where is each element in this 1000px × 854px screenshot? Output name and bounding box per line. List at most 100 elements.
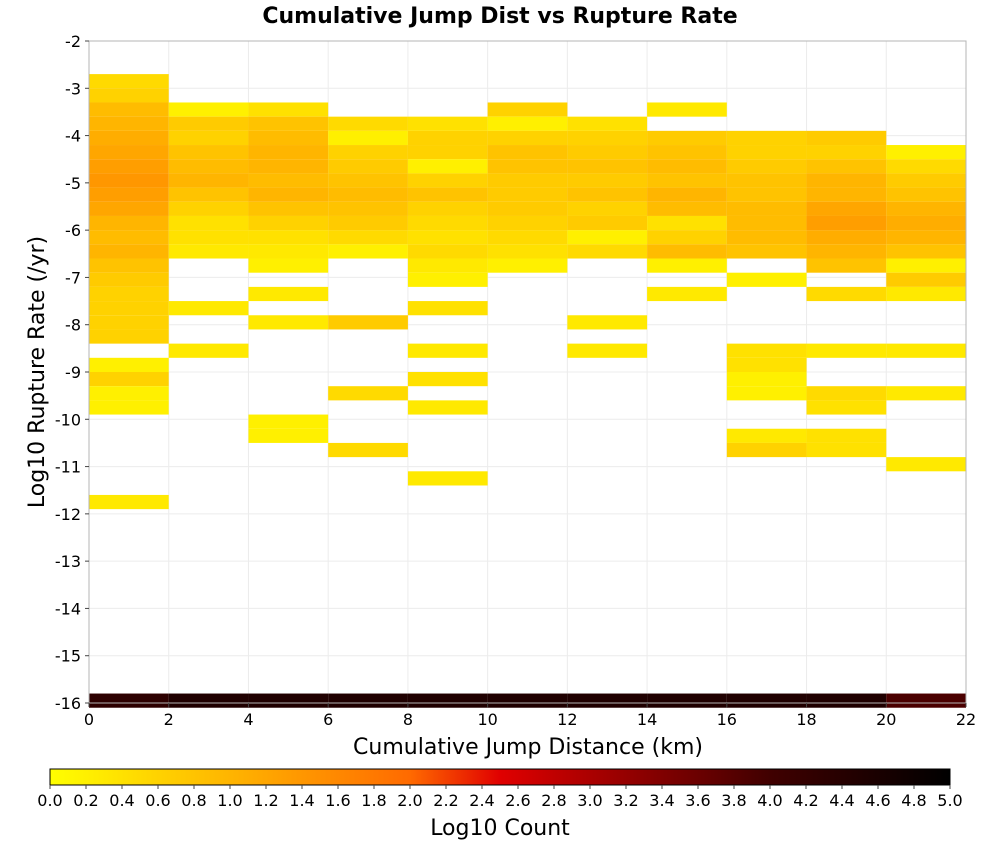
heatmap-cell [89,116,169,131]
heatmap-cell [89,201,169,216]
heatmap-cell [89,74,169,89]
x-tick-label: 10 [477,710,497,729]
heatmap-cell [248,116,329,131]
heatmap-cell [567,201,648,216]
heatmap-cell [726,428,807,443]
heatmap-cell [168,102,249,117]
heatmap-cell [806,130,887,146]
heatmap-cell [886,693,966,708]
heatmap-cell [89,693,169,708]
heatmap-cell [647,201,727,216]
y-tick-label: -2 [65,32,81,51]
colorbar-tick-label: 4.6 [865,791,890,810]
heatmap-cell [647,173,727,188]
heatmap-cell [806,693,887,708]
heatmap-cell [248,693,329,708]
x-tick-label: 6 [323,710,333,729]
heatmap-cell [89,494,169,510]
heatmap-cell [726,187,807,202]
heatmap-cells [89,74,966,708]
heatmap-cell [647,693,727,708]
heatmap-cell [168,244,249,259]
heatmap-cell [647,230,727,245]
heatmap-cell [168,173,249,188]
heatmap-cell [248,145,329,160]
colorbar-ticks: 0.0 0.2 0.4 0.6 0.8 1.0 1.2 1.4 1.6 1.8 2.0 2.2 2.4 2… [37,785,963,810]
y-axis-ticks: -2 -3 -4 -5 -6 -7 -8 -9 -10 -11 -12 -13 -14 -15 -16 [55,32,89,713]
y-tick-label: -16 [55,694,81,713]
colorbar-tick-label: 1.2 [253,791,278,810]
heatmap-cell [407,201,488,216]
colorbar-tick-label: 3.2 [613,791,638,810]
colorbar-tick-label: 1.0 [217,791,242,810]
heatmap-cell [726,201,807,216]
heatmap-cell [567,693,648,708]
y-tick-label: -7 [65,268,81,287]
heatmap-cell [647,159,727,174]
heatmap-cell [806,428,887,443]
heatmap-cell [886,159,966,174]
heatmap-cell [726,357,807,372]
y-tick-label: -4 [65,127,81,146]
heatmap-cell [407,159,488,174]
colorbar-tick-label: 3.6 [685,791,710,810]
heatmap-cell [806,230,887,245]
y-tick-label: -3 [65,79,81,98]
heatmap-cell [89,301,169,316]
colorbar-tick-label: 1.4 [289,791,314,810]
heatmap-cell [89,230,169,245]
heatmap-cell [487,244,568,259]
heatmap-cell [886,286,966,302]
heatmap-cell [407,130,488,146]
x-tick-label: 4 [243,710,253,729]
heatmap-cell [487,159,568,174]
heatmap-cell [726,159,807,174]
heatmap-cell [407,400,488,415]
heatmap-cell [726,215,807,231]
heatmap-cell [487,145,568,160]
heatmap-cell [328,145,408,160]
colorbar-tick-label: 4.2 [793,791,818,810]
heatmap-cell [89,286,169,302]
colorbar [49,768,951,786]
heatmap-cell [328,116,408,131]
heatmap-cell [89,272,169,287]
y-axis-label: Log10 Rupture Rate (/yr) [25,236,50,508]
x-tick-label: 22 [956,710,976,729]
colorbar-tick-label: 2.2 [433,791,458,810]
heatmap-cell [647,258,727,273]
y-tick-label: -5 [65,174,81,193]
heatmap-cell [328,315,408,330]
y-tick-label: -9 [65,363,81,382]
heatmap-cell [886,386,966,401]
colorbar-tick-label: 2.4 [469,791,494,810]
heatmap-cell [407,173,488,188]
heatmap-cell [168,230,249,245]
heatmap-cell [487,187,568,202]
x-tick-label: 20 [876,710,896,729]
heatmap-cell [487,201,568,216]
heatmap-cell [567,159,648,174]
x-tick-label: 14 [637,710,657,729]
y-tick-label: -8 [65,316,81,335]
heatmap-cell [886,244,966,259]
heatmap-cell [487,130,568,146]
heatmap-cell [89,372,169,387]
heatmap-cell [726,130,807,146]
heatmap-cell [407,272,488,287]
heatmap-cell [806,244,887,259]
heatmap-cell [567,187,648,202]
colorbar-label: Log10 Count [430,816,570,841]
heatmap-cell [726,145,807,160]
colorbar-tick-label: 0.6 [145,791,170,810]
heatmap-cell [407,258,488,273]
heatmap-cell [248,173,329,188]
y-tick-label: -6 [65,221,81,240]
heatmap-cell [487,102,568,117]
heatmap-cell [328,386,408,401]
heatmap-cell [567,230,648,245]
heatmap-cell [168,187,249,202]
heatmap-cell [89,130,169,146]
heatmap-cell [886,230,966,245]
heatmap-cell [328,201,408,216]
